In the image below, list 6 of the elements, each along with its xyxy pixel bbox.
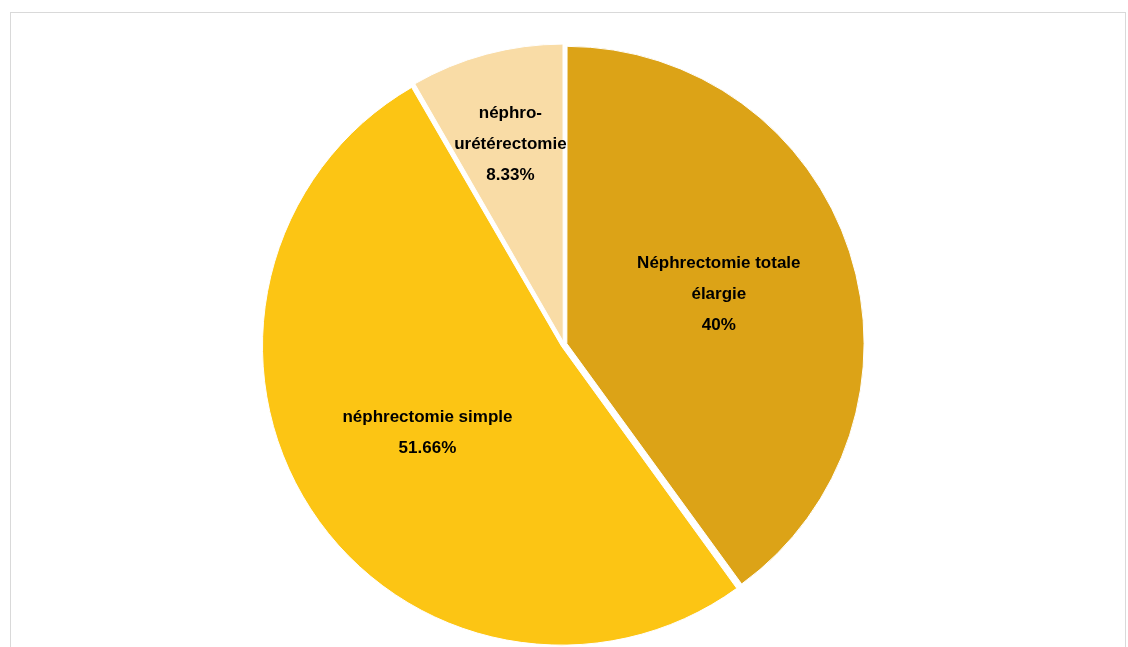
slice-label: Néphrectomie totale élargie	[637, 252, 801, 303]
data-label: 51.66%	[398, 438, 457, 458]
data-label: 40%	[701, 314, 736, 334]
slice-label: néphrectomie simple	[342, 407, 513, 427]
data-label: 8.33%	[486, 165, 535, 185]
slice-label: néphro-urétérectomie	[454, 103, 567, 154]
